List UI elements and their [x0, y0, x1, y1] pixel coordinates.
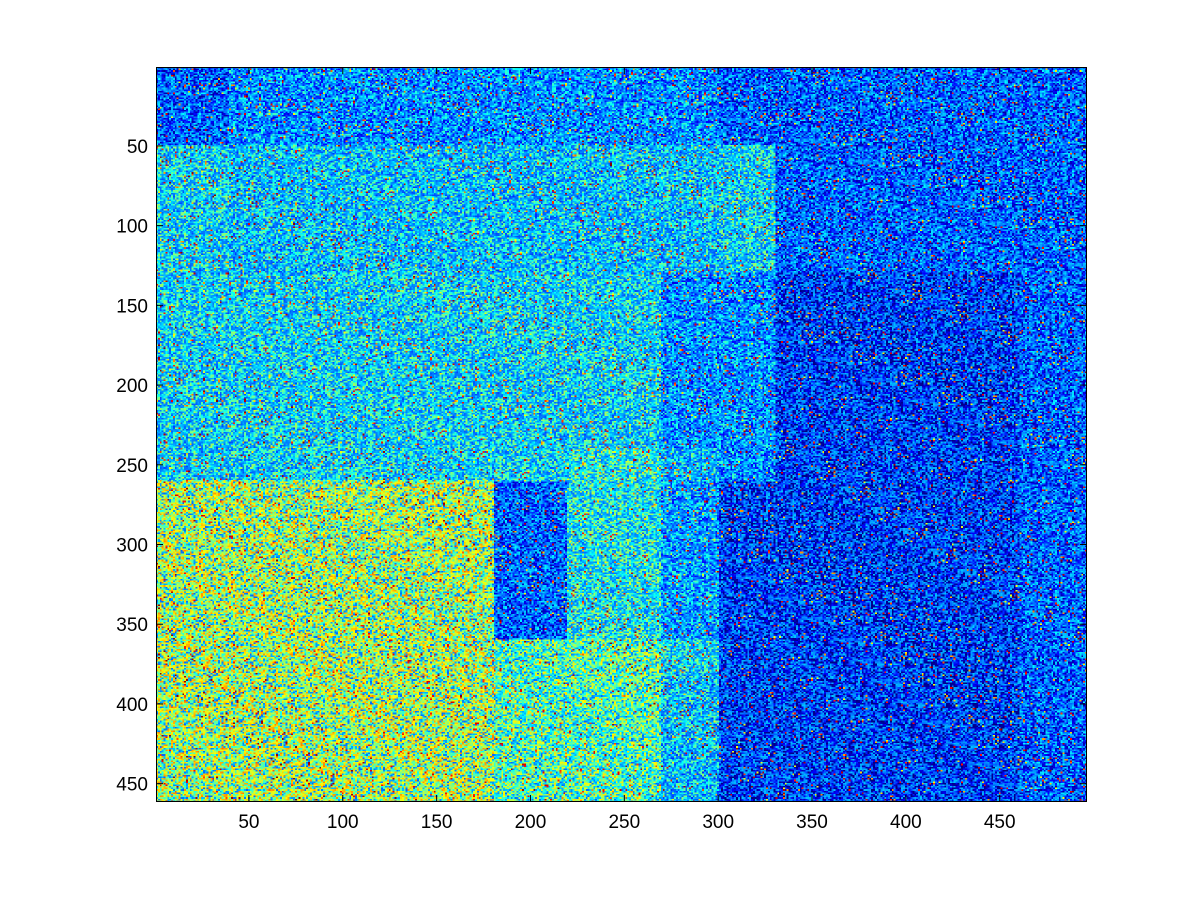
x-tick-label: 50 [238, 812, 259, 833]
x-tick-label: 450 [984, 812, 1016, 833]
x-tick-label: 400 [890, 812, 922, 833]
y-tick-label: 250 [116, 456, 148, 477]
x-tick-label: 350 [796, 812, 828, 833]
x-tick-label: 150 [421, 812, 453, 833]
y-tick-label: 200 [116, 376, 148, 397]
y-axis: 50 100 150 200 250 300 350 400 450 [116, 137, 1087, 796]
plot-area [156, 67, 1087, 802]
y-tick-label: 300 [116, 536, 148, 557]
y-tick-label: 400 [116, 695, 148, 716]
y-tick-label: 50 [127, 137, 148, 158]
x-tick-label: 250 [608, 812, 640, 833]
x-tick-label: 200 [515, 812, 547, 833]
y-tick-label: 150 [116, 296, 148, 317]
y-tick-label: 350 [116, 615, 148, 636]
y-tick-label: 450 [116, 775, 148, 796]
x-tick-label: 300 [702, 812, 734, 833]
axes-frame [156, 67, 1087, 802]
heatmap-image [156, 67, 1087, 802]
x-tick-label: 100 [327, 812, 359, 833]
x-axis: 50 100 150 200 250 300 350 400 450 [238, 67, 1016, 833]
y-tick-label: 100 [116, 217, 148, 238]
